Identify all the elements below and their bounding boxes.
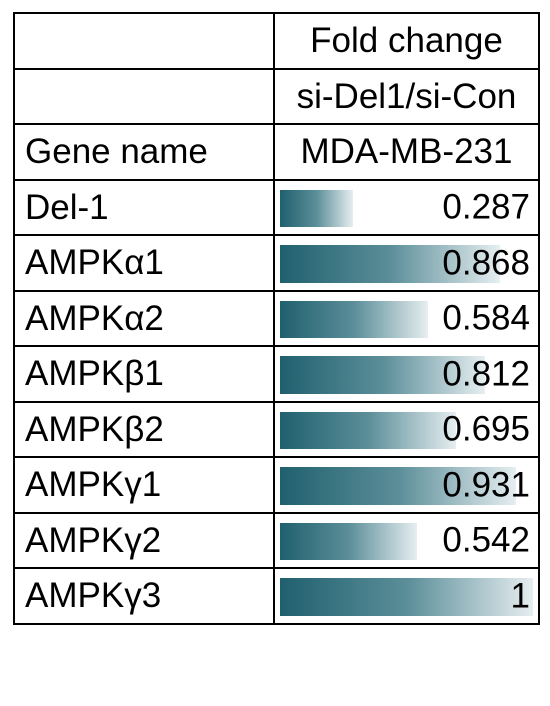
fold-change-value: 0.584 xyxy=(442,298,530,338)
table-row: AMPKα2 0.584 xyxy=(13,289,540,347)
gene-name-cell: Del-1 xyxy=(13,178,275,236)
fold-change-bar xyxy=(280,189,353,227)
fold-change-value: 0.812 xyxy=(442,354,530,394)
table-row: AMPKβ2 0.695 xyxy=(13,400,540,458)
fold-change-value: 0.695 xyxy=(442,409,530,449)
table-row: AMPKγ1 0.931 xyxy=(13,456,540,514)
fold-change-bar xyxy=(280,411,456,449)
fold-change-cell: 0.695 xyxy=(273,400,540,458)
fold-change-cell: 0.868 xyxy=(273,234,540,292)
fold-change-bar xyxy=(280,578,533,616)
empty-header-cell xyxy=(13,12,275,70)
fold-change-cell: 0.287 xyxy=(273,178,540,236)
comparison-header: si-Del1/si-Con xyxy=(273,67,540,125)
gene-name-cell: AMPKα1 xyxy=(13,234,275,292)
table-row: AMPKγ2 0.542 xyxy=(13,511,540,569)
fold-change-bar xyxy=(280,467,516,505)
fold-change-table: Fold change si-Del1/si-Con Gene name MDA… xyxy=(13,12,540,625)
gene-name-cell: AMPKβ2 xyxy=(13,400,275,458)
cell-line-header: MDA-MB-231 xyxy=(273,123,540,181)
header-row-1: Fold change xyxy=(13,12,540,70)
header-row-3: Gene name MDA-MB-231 xyxy=(13,123,540,181)
fold-change-value: 0.542 xyxy=(442,520,530,560)
table-row: AMPKγ3 1 xyxy=(13,567,540,625)
gene-name-cell: AMPKγ3 xyxy=(13,567,275,625)
table-row: Del-1 0.287 xyxy=(13,178,540,236)
empty-header-cell xyxy=(13,67,275,125)
gene-name-cell: AMPKγ2 xyxy=(13,511,275,569)
header-row-2: si-Del1/si-Con xyxy=(13,67,540,125)
gene-name-header: Gene name xyxy=(13,123,275,181)
fold-change-bar xyxy=(280,300,428,338)
fold-change-cell: 0.931 xyxy=(273,456,540,514)
fold-change-value: 0.868 xyxy=(442,243,530,283)
fold-change-value: 0.287 xyxy=(442,187,530,227)
fold-change-cell: 0.812 xyxy=(273,345,540,403)
table-row: AMPKβ1 0.812 xyxy=(13,345,540,403)
fold-change-value: 0.931 xyxy=(442,465,530,505)
fold-change-bar xyxy=(280,356,485,394)
fold-change-bar xyxy=(280,522,417,560)
gene-name-cell: AMPKβ1 xyxy=(13,345,275,403)
fold-change-cell: 0.542 xyxy=(273,511,540,569)
table-row: AMPKα1 0.868 xyxy=(13,234,540,292)
gene-name-cell: AMPKα2 xyxy=(13,289,275,347)
fold-change-cell: 0.584 xyxy=(273,289,540,347)
gene-name-cell: AMPKγ1 xyxy=(13,456,275,514)
fold-change-cell: 1 xyxy=(273,567,540,625)
fold-change-bar xyxy=(280,245,500,283)
fold-change-header: Fold change xyxy=(273,12,540,70)
fold-change-value: 1 xyxy=(510,576,530,616)
